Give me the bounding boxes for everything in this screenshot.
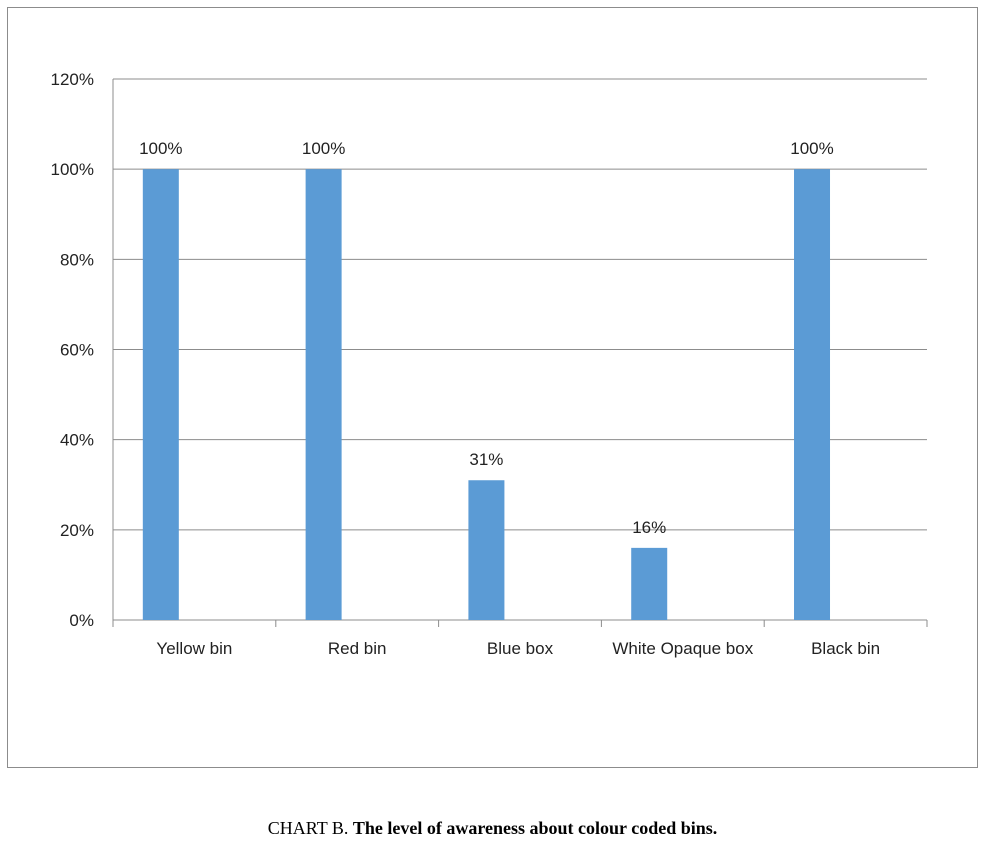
x-tick-label: Red bin bbox=[328, 639, 387, 658]
bars bbox=[142, 169, 831, 620]
x-tick-label: Black bin bbox=[811, 639, 880, 658]
bar bbox=[142, 169, 179, 620]
x-tick-label: Blue box bbox=[487, 639, 554, 658]
bar bbox=[468, 480, 505, 620]
y-tick-label: 0% bbox=[69, 611, 94, 630]
y-tick-label: 40% bbox=[60, 431, 94, 450]
data-label: 100% bbox=[302, 139, 345, 158]
data-label: 100% bbox=[139, 139, 182, 158]
y-tick-label: 120% bbox=[51, 70, 94, 89]
x-tick-label: White Opaque box bbox=[612, 639, 753, 658]
caption-title: The level of awareness about colour code… bbox=[352, 818, 718, 838]
y-tick-label: 80% bbox=[60, 250, 94, 269]
y-tick-label: 20% bbox=[60, 521, 94, 540]
data-label: 16% bbox=[632, 518, 666, 537]
figure-caption: CHART B. The level of awareness about co… bbox=[0, 818, 985, 839]
bar bbox=[305, 169, 342, 620]
caption-prefix: CHART B. bbox=[267, 818, 349, 838]
x-tick-label: Yellow bin bbox=[156, 639, 232, 658]
data-label: 31% bbox=[469, 450, 503, 469]
bar bbox=[794, 169, 831, 620]
bar-chart: 0% 20% 40% 60% 80% 100% 120% 100% Yellow bin 100%… bbox=[51, 70, 928, 658]
gridlines bbox=[112, 78, 928, 627]
y-tick-label: 100% bbox=[51, 160, 94, 179]
data-label: 100% bbox=[790, 139, 833, 158]
labels: 0% 20% 40% 60% 80% 100% 120% 100% Yellow bin 100%… bbox=[51, 70, 881, 658]
bar bbox=[631, 547, 668, 620]
y-tick-label: 60% bbox=[60, 341, 94, 360]
